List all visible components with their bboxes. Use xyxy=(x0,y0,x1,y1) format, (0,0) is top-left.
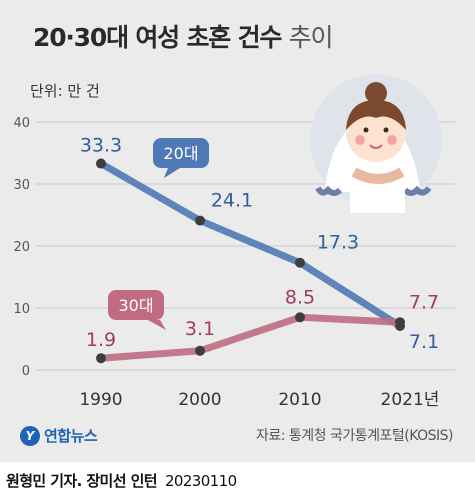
data-point-1-1 xyxy=(195,345,205,356)
data-label-0-0: 33.3 xyxy=(80,135,122,157)
publish-date: 20230110 xyxy=(164,472,237,490)
credit-names: 원형민 기자. 장미선 인턴 xyxy=(6,472,158,490)
byline: 원형민 기자. 장미선 인턴 20230110 xyxy=(6,470,237,491)
series-callouts: 20대 30대 xyxy=(108,138,209,330)
y-tick-20: 20 xyxy=(13,240,30,255)
x-tick-labels: 1990 2000 2010 2021년 xyxy=(79,390,439,410)
data-point-0-0 xyxy=(96,158,106,169)
data-point-1-2 xyxy=(295,312,305,323)
data-point-0-2 xyxy=(295,257,305,268)
x-tick-3: 2021년 xyxy=(381,390,440,410)
data-label-1-1: 3.1 xyxy=(185,318,215,340)
callout-tail-0 xyxy=(164,168,180,178)
y-tick-40: 40 xyxy=(13,116,30,131)
series-line-0 xyxy=(97,160,404,330)
title-suffix: 추이 xyxy=(288,23,334,52)
infographic-card: 20·30대 여성 초혼 건수 추이 단위: 만 건 0 10 20 30 40 199… xyxy=(0,0,475,462)
data-label-1-0: 1.9 xyxy=(86,329,116,351)
data-label-0-1: 24.1 xyxy=(211,190,253,212)
series-lines xyxy=(96,158,405,364)
data-label-1-3: 7.7 xyxy=(409,291,439,313)
callout-label-1: 30대 xyxy=(118,296,153,315)
callout-label-0: 20대 xyxy=(163,144,198,163)
title-main: 20·30대 여성 초혼 건수 xyxy=(33,23,282,52)
series-line-1 xyxy=(97,313,404,362)
callout-box-1 xyxy=(108,290,164,320)
data-point-0-1 xyxy=(195,215,205,226)
source-note: 자료: 통계청 국가통계포털(KOSIS) xyxy=(255,428,454,444)
callout-tail-1 xyxy=(148,320,166,330)
unit-label: 단위: 만 건 xyxy=(30,82,100,100)
y-tick-0: 0 xyxy=(22,364,30,379)
y-tick-labels: 0 10 20 30 40 xyxy=(13,116,30,379)
chart-title: 20·30대 여성 초혼 건수 추이 xyxy=(33,18,334,54)
logo-icon: Y xyxy=(20,425,40,446)
data-label-0-3: 7.1 xyxy=(409,331,439,353)
agency-logo: Y 연합뉴스 xyxy=(20,425,98,446)
callout-box-0 xyxy=(153,138,209,168)
bride-illustration xyxy=(310,74,442,213)
data-labels: 33.3 24.1 17.3 7.1 1.9 3.1 8.5 7.7 xyxy=(80,135,439,353)
x-tick-2: 2010 xyxy=(278,390,321,410)
data-point-1-0 xyxy=(96,353,106,364)
x-tick-1: 2000 xyxy=(178,390,221,410)
data-label-1-2: 8.5 xyxy=(285,286,315,308)
data-label-0-2: 17.3 xyxy=(317,232,359,254)
y-tick-10: 10 xyxy=(13,302,30,317)
data-point-1-3 xyxy=(395,317,405,328)
logo-text: 연합뉴스 xyxy=(44,427,98,445)
y-tick-30: 30 xyxy=(13,178,30,193)
x-tick-0: 1990 xyxy=(79,390,122,410)
